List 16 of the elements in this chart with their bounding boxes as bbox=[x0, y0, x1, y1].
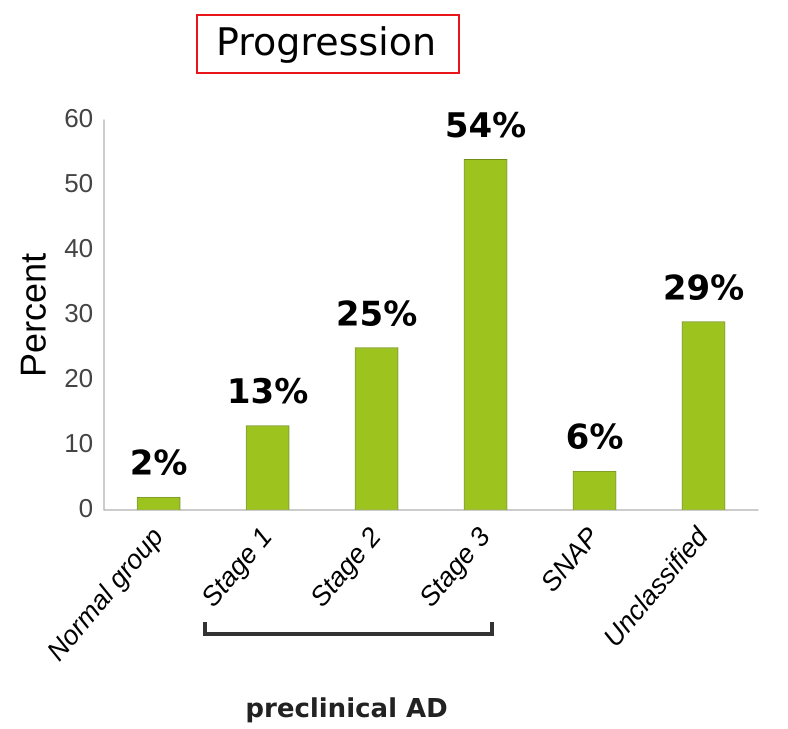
y-tick-label: 50 bbox=[64, 168, 94, 198]
data-label: 29% bbox=[662, 268, 744, 308]
data-label: 13% bbox=[226, 372, 308, 412]
y-axis-title: Percent bbox=[12, 252, 54, 377]
data-label: 2% bbox=[130, 444, 188, 484]
text: preclinical AD bbox=[245, 694, 448, 724]
y-tick-label: 10 bbox=[64, 428, 94, 458]
data-label: 25% bbox=[336, 294, 418, 334]
data-label: 54% bbox=[444, 106, 526, 146]
y-tick-label: 20 bbox=[64, 363, 94, 394]
y-tick-label: 30 bbox=[64, 298, 94, 328]
y-tick-label: 0 bbox=[78, 493, 94, 524]
y-tick-label: 40 bbox=[64, 233, 94, 264]
data-label: 6% bbox=[566, 418, 624, 458]
chart-title: Progression bbox=[196, 14, 460, 74]
y-tick-label: 60 bbox=[64, 103, 94, 134]
